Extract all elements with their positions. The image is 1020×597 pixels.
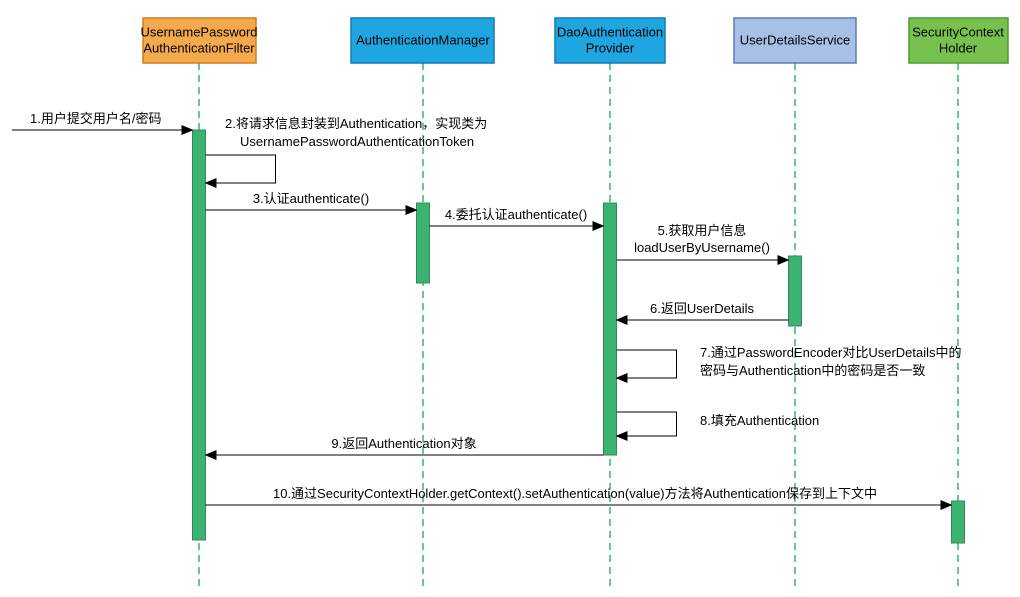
message-label: 8.填充Authentication xyxy=(700,413,819,428)
activation-bar xyxy=(952,501,965,543)
message-label: 5.获取用户信息 xyxy=(658,223,747,238)
participant-label: AuthenticationFilter xyxy=(143,41,255,56)
self-message xyxy=(617,412,677,436)
activation-bar xyxy=(193,130,206,540)
participant-label: DaoAuthentication xyxy=(557,25,663,40)
participant-label: AuthenticationManager xyxy=(356,33,490,48)
message-label: loadUserByUsername() xyxy=(634,240,770,255)
message-label: 6.返回UserDetails xyxy=(650,301,755,316)
self-message xyxy=(206,155,276,183)
message-label: 密码与Authentication中的密码是否一致 xyxy=(700,363,925,378)
message-label: 4.委托认证authenticate() xyxy=(445,207,587,222)
participant-label: Holder xyxy=(939,41,978,56)
message-label: UsernamePasswordAuthenticationToken xyxy=(240,134,474,149)
message-label: 3.认证authenticate() xyxy=(253,191,369,206)
activation-bar xyxy=(789,256,802,326)
participant-label: SecurityContext xyxy=(912,25,1004,40)
message-label: 2.将请求信息封装到Authentication，实现类为 xyxy=(225,116,487,131)
participant-label: UsernamePassword xyxy=(140,25,257,40)
sequence-diagram: UsernamePasswordAuthenticationFilter Auth… xyxy=(0,0,1020,597)
activation-bar xyxy=(417,203,430,283)
message-label: 9.返回Authentication对象 xyxy=(331,436,476,451)
message-label: 1.用户提交用户名/密码 xyxy=(30,111,161,126)
self-message xyxy=(617,350,677,378)
participant-label: UserDetailsService xyxy=(740,33,851,48)
participant-label: Provider xyxy=(586,41,635,56)
message-label: 10.通过SecurityContextHolder.getContext().… xyxy=(273,486,877,501)
activation-bar xyxy=(604,203,617,455)
message-label: 7.通过PasswordEncoder对比UserDetails中的 xyxy=(700,345,962,360)
